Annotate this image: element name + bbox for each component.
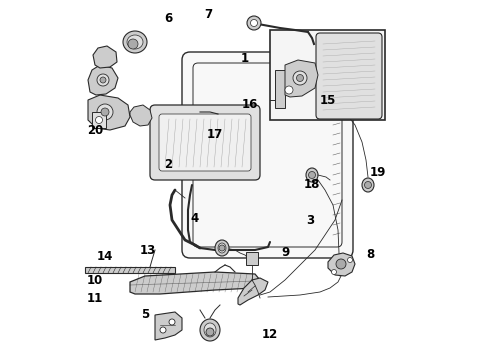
Circle shape	[97, 74, 109, 86]
Polygon shape	[155, 312, 182, 340]
Polygon shape	[130, 272, 260, 294]
Text: 2: 2	[164, 158, 172, 171]
Polygon shape	[285, 60, 318, 97]
Text: 3: 3	[306, 213, 314, 226]
Circle shape	[219, 245, 225, 251]
Text: 1: 1	[241, 51, 249, 64]
Polygon shape	[130, 105, 152, 126]
Ellipse shape	[123, 31, 147, 53]
Ellipse shape	[218, 243, 226, 253]
Circle shape	[293, 71, 307, 85]
FancyBboxPatch shape	[159, 114, 251, 171]
Text: 15: 15	[320, 94, 336, 107]
Text: 11: 11	[87, 292, 103, 305]
Text: 6: 6	[164, 12, 172, 24]
Circle shape	[250, 19, 258, 27]
FancyBboxPatch shape	[182, 52, 353, 258]
Polygon shape	[88, 95, 130, 130]
Bar	[92, 112, 106, 128]
Polygon shape	[88, 65, 118, 95]
Polygon shape	[238, 278, 268, 305]
Circle shape	[296, 75, 303, 81]
Circle shape	[285, 80, 295, 90]
Bar	[85, 267, 175, 273]
Circle shape	[97, 104, 113, 120]
Text: 10: 10	[87, 274, 103, 288]
Text: 5: 5	[141, 309, 149, 321]
Text: 8: 8	[366, 248, 374, 261]
Circle shape	[336, 259, 346, 269]
Bar	[275, 70, 285, 108]
Text: 20: 20	[87, 123, 103, 136]
FancyBboxPatch shape	[316, 33, 382, 119]
Text: 19: 19	[370, 166, 386, 179]
Polygon shape	[328, 253, 355, 276]
Ellipse shape	[200, 319, 220, 341]
Circle shape	[332, 270, 337, 274]
Circle shape	[309, 171, 316, 179]
Bar	[270, 30, 385, 120]
Text: 18: 18	[304, 179, 320, 192]
Text: 4: 4	[191, 211, 199, 225]
Text: 7: 7	[204, 9, 212, 22]
Circle shape	[101, 108, 109, 116]
Circle shape	[100, 77, 106, 83]
Circle shape	[206, 328, 214, 336]
Circle shape	[347, 257, 352, 262]
Polygon shape	[93, 46, 117, 68]
Text: 12: 12	[262, 328, 278, 342]
Circle shape	[96, 117, 102, 123]
Circle shape	[365, 181, 371, 189]
Ellipse shape	[306, 168, 318, 182]
Text: 9: 9	[281, 246, 289, 258]
Circle shape	[169, 319, 175, 325]
FancyBboxPatch shape	[150, 105, 260, 180]
Text: 14: 14	[97, 251, 113, 264]
Text: 13: 13	[140, 243, 156, 256]
Circle shape	[128, 39, 138, 49]
Circle shape	[247, 16, 261, 30]
Ellipse shape	[215, 240, 229, 256]
Circle shape	[285, 86, 293, 94]
Bar	[246, 252, 258, 265]
Circle shape	[160, 327, 166, 333]
Ellipse shape	[362, 178, 374, 192]
Ellipse shape	[127, 35, 143, 49]
Ellipse shape	[204, 323, 216, 337]
Text: 17: 17	[207, 129, 223, 141]
Text: 16: 16	[242, 99, 258, 112]
